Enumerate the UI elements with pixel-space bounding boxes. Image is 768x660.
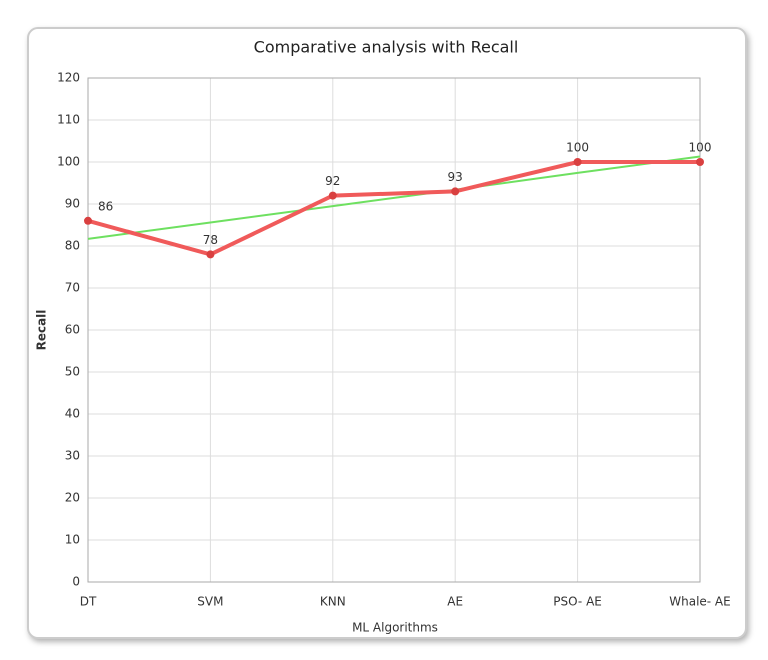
y-tick-label: 0 — [72, 575, 80, 589]
card — [27, 27, 747, 639]
data-label: 93 — [448, 170, 463, 184]
data-label: 92 — [325, 174, 340, 188]
chart-title: Comparative analysis with Recall — [254, 38, 519, 57]
y-tick-label: 100 — [57, 155, 80, 169]
x-tick-label: SVM — [197, 595, 223, 609]
data-point — [84, 216, 92, 225]
data-point — [573, 158, 582, 166]
data-point — [696, 158, 704, 166]
y-tick-label: 30 — [65, 449, 80, 463]
x-tick-label: PSO- AE — [553, 595, 602, 609]
data-point — [451, 187, 460, 196]
data-line — [87, 160, 700, 257]
x-tick-label: KNN — [320, 595, 346, 609]
y-tick-label: 10 — [65, 533, 80, 547]
y-tick-label: 90 — [65, 197, 80, 211]
x-tick-label: Whale- AE — [669, 595, 730, 609]
y-tick-label: 40 — [65, 407, 80, 421]
data-label: 78 — [203, 233, 218, 247]
y-tick-label: 20 — [65, 491, 80, 505]
data-label: 86 — [98, 199, 113, 213]
x-axis-label: ML Algorithms — [352, 621, 438, 635]
data-label: 100 — [566, 141, 589, 155]
plot-border — [87, 77, 701, 583]
data-label: 100 — [689, 141, 712, 155]
trend-line — [87, 155, 701, 240]
data-point — [206, 250, 215, 259]
y-tick-label: 60 — [65, 323, 80, 337]
y-tick-label: 70 — [65, 281, 80, 295]
y-tick-label: 120 — [57, 71, 80, 85]
y-tick-label: 80 — [65, 239, 80, 253]
y-axis-label: Recall — [35, 310, 49, 351]
y-tick-label: 50 — [65, 365, 80, 379]
y-tick-label: 110 — [57, 113, 80, 127]
x-tick-label: DT — [80, 595, 97, 609]
x-tick-label: AE — [447, 595, 463, 609]
data-point — [328, 191, 337, 200]
